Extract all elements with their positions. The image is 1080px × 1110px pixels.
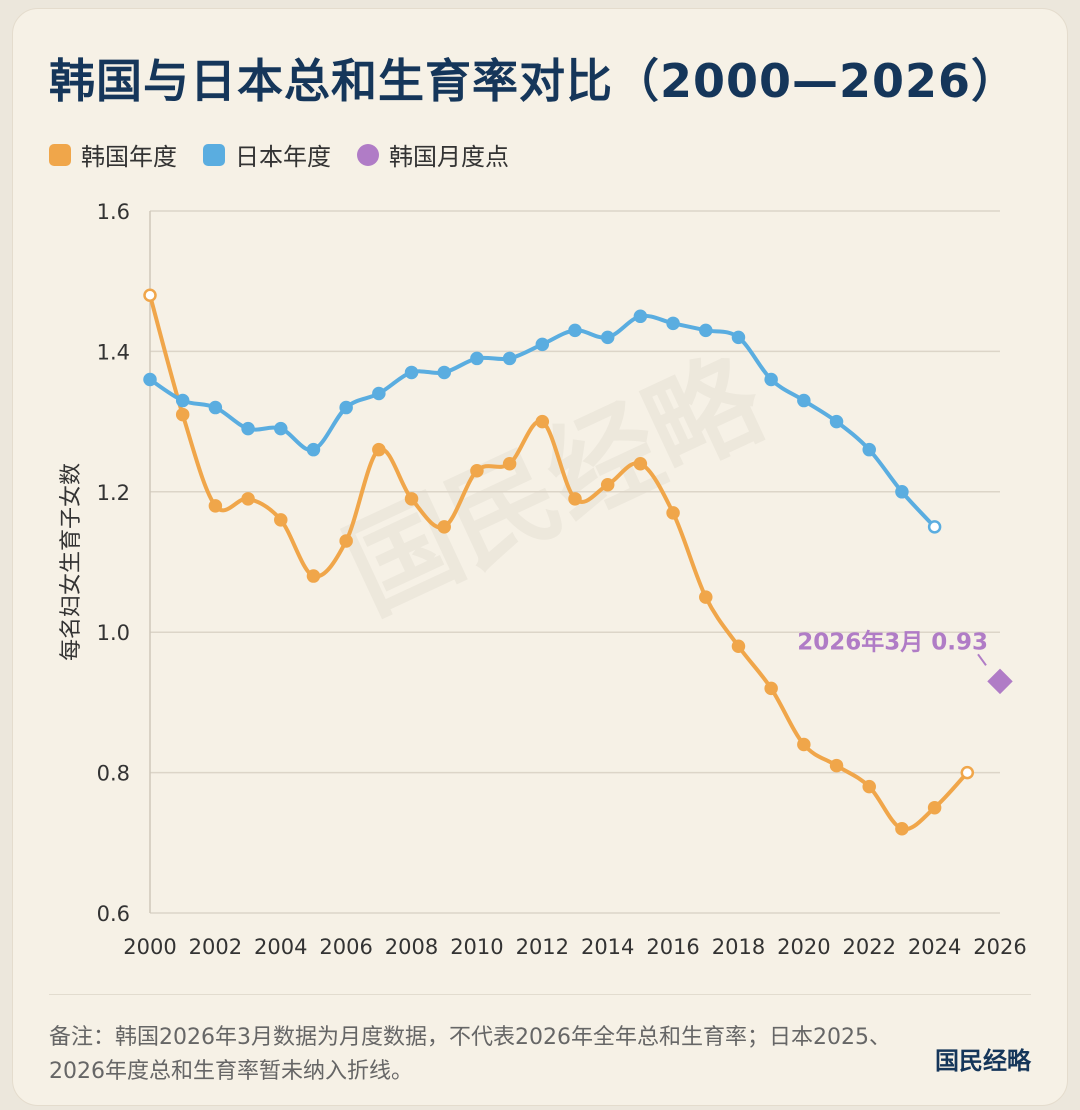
data-point-korea-annual (633, 456, 648, 471)
data-point-japan-annual (208, 400, 223, 415)
y-tick-label: 1.4 (97, 340, 130, 364)
data-point-japan-annual (535, 337, 550, 352)
x-tick-label: 2016 (646, 935, 699, 959)
data-point-korea-annual (568, 492, 582, 506)
data-point-korea-annual (372, 442, 386, 457)
legend-swatch-korea-monthly (357, 143, 379, 166)
data-point-korea-annual (208, 499, 223, 513)
data-point-korea-annual (764, 681, 778, 696)
data-point-japan-annual (339, 400, 353, 415)
legend-swatch-japan-annual (203, 143, 225, 166)
data-point-korea-annual (175, 407, 190, 422)
data-point-korea-annual (535, 414, 550, 429)
annotation-leader-line (977, 653, 987, 666)
data-point-korea-annual (143, 288, 157, 302)
data-point-japan-annual (600, 330, 615, 345)
y-axis-label: 每名妇女生育子女数 (59, 463, 84, 661)
data-point-japan-annual (175, 393, 190, 408)
legend-item-korea-monthly: 韩国月度点 (357, 137, 509, 172)
data-point-korea-annual (829, 758, 844, 773)
brand-logo: 国民经略 (935, 1047, 1031, 1075)
point-layer (143, 288, 1013, 836)
data-point-japan-annual (699, 323, 713, 338)
watermark: 国民经略 (328, 334, 783, 637)
y-tick-label: 0.8 (97, 762, 130, 786)
data-point-japan-annual (404, 365, 419, 380)
legend-label-korea-annual: 韩国年度 (81, 143, 177, 171)
data-point-japan-annual (372, 386, 386, 401)
data-point-korea-annual (502, 456, 517, 471)
legend-item-korea-annual: 韩国年度 (49, 137, 177, 172)
data-point-japan-annual (764, 372, 778, 387)
data-point-japan-annual (862, 442, 876, 457)
x-tick-label: 2006 (319, 935, 372, 959)
y-tick-label: 1.2 (97, 481, 130, 505)
data-point-japan-annual (143, 372, 157, 387)
x-tick-label: 2010 (450, 935, 503, 959)
y-tick-label: 0.6 (97, 902, 130, 926)
data-point-japan-annual (274, 421, 288, 436)
data-point-korea-annual (274, 513, 288, 527)
series-layer (148, 293, 970, 832)
x-tick-label: 2002 (189, 935, 242, 959)
axes: 0.6 0.8 1.0 1.2 1.4 1.6 2000 2002 2004 2006 2008 20… (97, 200, 1027, 959)
x-tick-label: 2020 (777, 935, 830, 959)
x-tick-label: 2012 (516, 935, 569, 959)
data-point-korea-annual (404, 492, 419, 506)
x-tick-label: 2000 (123, 935, 176, 959)
series-line-korea-annual (148, 293, 970, 832)
data-point-korea-annual (470, 463, 484, 478)
legend-item-japan-annual: 日本年度 (203, 137, 331, 172)
x-tick-label: 2018 (712, 935, 765, 959)
data-point-korea-annual (862, 779, 876, 794)
data-point-korea-annual (699, 590, 713, 604)
x-tick-label: 2024 (908, 935, 961, 959)
grid-lines (150, 210, 1000, 914)
data-point-korea-annual (666, 506, 680, 520)
data-point-korea-annual (339, 534, 353, 548)
data-point-korea-annual (960, 765, 975, 780)
data-point-korea-annual (600, 478, 615, 492)
x-tick-label: 2008 (385, 935, 438, 959)
data-point-korea-annual (895, 822, 909, 836)
chart-title: 韩国与日本总和生育率对比（2000—2026） (49, 54, 1019, 108)
data-point-japan-annual (568, 323, 582, 338)
chart-card: 韩国与日本总和生育率对比（2000—2026） 韩国年度 日本年度 韩国月度点 … (12, 8, 1068, 1106)
x-tick-label: 2014 (581, 935, 634, 959)
legend-swatch-korea-annual (49, 143, 71, 166)
x-tick-label: 2026 (973, 935, 1026, 959)
data-point-japan-annual (927, 520, 942, 534)
data-point-korea-annual (927, 800, 942, 815)
legend-label-japan-annual: 日本年度 (235, 143, 331, 171)
data-point-korea-monthly (987, 668, 1013, 695)
data-point-japan-annual (437, 365, 451, 380)
footer-divider (49, 994, 1031, 995)
annotation-layer: 2026年3月 0.93 (797, 628, 988, 666)
footnote: 备注：韩国2026年3月数据为月度数据，不代表2026年全年总和生育率；日本20… (49, 1025, 891, 1085)
x-tick-label: 2022 (843, 935, 896, 959)
data-point-korea-annual (241, 492, 255, 506)
data-point-japan-annual (797, 393, 811, 408)
data-point-japan-annual (633, 309, 648, 324)
data-point-japan-annual (502, 351, 517, 366)
data-point-korea-annual (306, 569, 321, 583)
data-point-japan-annual (895, 485, 909, 499)
chart-legend: 韩国年度 日本年度 韩国月度点 (49, 137, 509, 172)
data-point-japan-annual (470, 351, 484, 366)
data-point-korea-annual (797, 737, 811, 752)
data-point-japan-annual (731, 330, 746, 345)
data-point-japan-annual (306, 442, 321, 457)
x-tick-label: 2004 (254, 935, 307, 959)
data-point-japan-annual (241, 421, 255, 436)
legend-label-korea-monthly: 韩国月度点 (389, 143, 509, 171)
data-point-japan-annual (829, 414, 844, 429)
data-point-korea-annual (437, 520, 451, 534)
y-tick-label: 1.6 (97, 200, 130, 224)
annotation-label: 2026年3月 0.93 (797, 628, 988, 655)
y-tick-label: 1.0 (97, 621, 130, 645)
data-point-japan-annual (666, 316, 680, 331)
data-point-korea-annual (731, 639, 746, 653)
